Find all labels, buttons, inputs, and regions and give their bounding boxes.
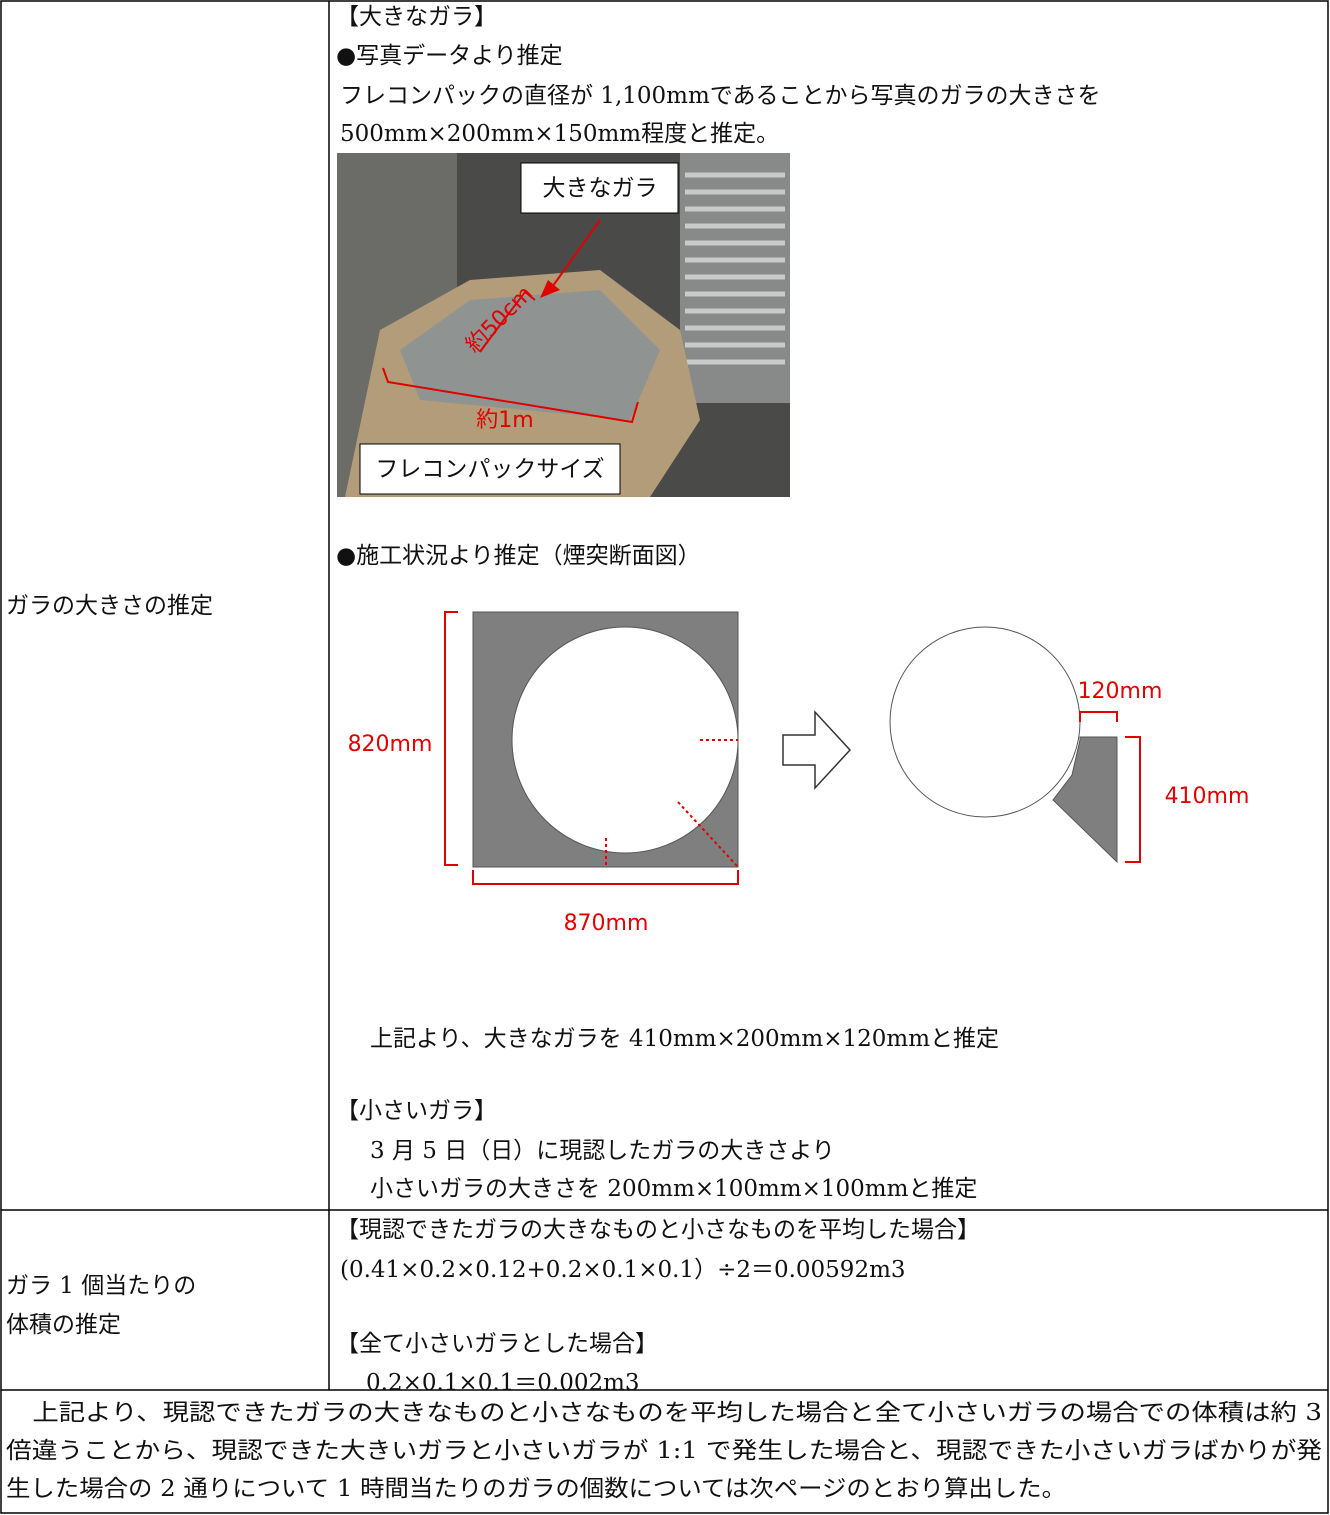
- text-line: 小さいガラの大きさを 200mm×100mm×100mmと推定: [370, 1176, 977, 1202]
- paragraph-line: 生した場合の 2 通りについて 1 時間当たりのガラの個数については次ページのと…: [6, 1476, 1066, 1502]
- heading: 【全て小さいガラとした場合】: [336, 1331, 658, 1357]
- photo-label: フレコンパックサイズ: [375, 457, 604, 483]
- heading: 【小さいガラ】: [336, 1098, 497, 1124]
- dimension-label: 870mm: [564, 911, 649, 936]
- row-label: 体積の推定: [6, 1312, 121, 1338]
- text-line: 3 月 5 日（日）に現認したガラの大きさより: [370, 1138, 835, 1164]
- photo-label: 大きなガラ: [543, 176, 658, 202]
- photo: 大きなガラ 約50cm 約1m フレコンパックサイズ: [337, 153, 790, 497]
- photo-label: 約1m: [476, 408, 533, 433]
- dimension-label: 820mm: [348, 732, 433, 757]
- heading: 【現認できたガラの大きなものと小さなものを平均した場合】: [336, 1217, 980, 1243]
- subheading: ●施工状況より推定（煙突断面図）: [336, 543, 701, 569]
- dimension-label: 120mm: [1078, 679, 1163, 704]
- row-label: ガラの大きさの推定: [6, 593, 213, 619]
- text-line: 500mm×200mm×150mm程度と推定。: [340, 121, 779, 147]
- paragraph-line: 倍違うことから、現認できた大きいガラと小さいガラが 1:1 で発生した場合と、現…: [6, 1438, 1322, 1464]
- diagram: 820mm 870mm 120mm 410mm: [348, 611, 1250, 936]
- subheading: ●写真データより推定: [336, 43, 563, 69]
- text-line: フレコンパックの直径が 1,100mmであることから写真のガラの大きさを: [340, 83, 1101, 109]
- heading: 【大きなガラ】: [336, 4, 497, 30]
- dimension-label: 410mm: [1165, 784, 1250, 809]
- paragraph-line: 上記より、現認できたガラの大きなものと小さなものを平均した場合と全て小さいガラの…: [6, 1400, 1322, 1426]
- row-label: ガラ 1 個当たりの: [6, 1273, 196, 1299]
- formula: 0.2×0.1×0.1＝0.002m3: [366, 1370, 640, 1396]
- text-line: 上記より、大きなガラを 410mm×200mm×120mmと推定: [370, 1026, 999, 1052]
- formula: (0.41×0.2×0.12+0.2×0.1×0.1）÷2＝0.00592m3: [340, 1257, 906, 1283]
